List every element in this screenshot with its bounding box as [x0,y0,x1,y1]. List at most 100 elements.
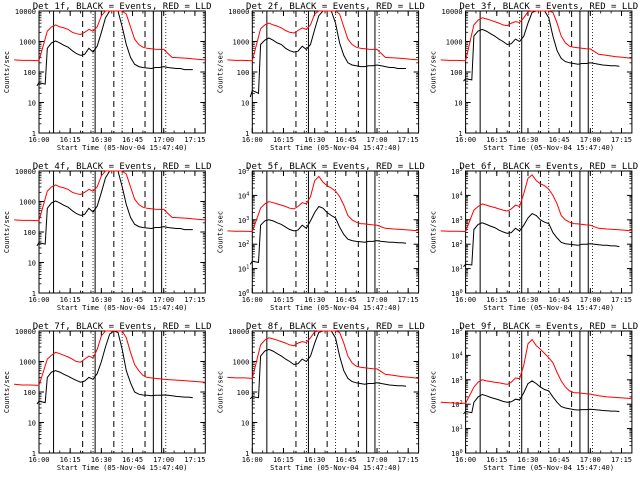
series-line-lld [227,175,419,233]
y-axis-label: Counts/sec [216,371,224,413]
y-tick-label: 100 [23,389,36,397]
y-axis-label: Counts/sec [430,51,438,93]
panel-title: Det 3f, BLACK = Events, RED = LLD [459,2,638,12]
x-tick-label: 16:45 [549,136,570,144]
x-axis-label: Start Time (05-Nov-04 15:47:40) [270,464,401,472]
x-axis-label: Start Time (05-Nov-04 15:47:40) [57,464,188,472]
y-axis-label: Counts/sec [430,211,438,253]
x-tick-label: 16:15 [60,136,81,144]
y-axis-label: Counts/sec [216,211,224,253]
x-tick-label: 16:30 [517,136,538,144]
series-line-lld [440,174,632,233]
x-tick-label: 17:00 [580,456,601,464]
x-tick-label: 17:15 [184,136,205,144]
y-tick-label: 103 [451,376,462,385]
series-line-events [249,10,407,98]
y-tick-label: 105 [451,327,462,336]
x-tick-label: 17:15 [398,136,419,144]
y-tick-label: 100 [237,69,250,77]
x-tick-label: 16:15 [273,456,294,464]
y-tick-label: 1000 [19,199,36,207]
y-axis-label: Counts/sec [216,51,224,93]
y-tick-label: 1 [458,130,462,138]
x-axis-label: Start Time (05-Nov-04 15:47:40) [270,144,401,152]
y-tick-label: 1000 [446,39,463,47]
x-tick-label: 17:00 [366,456,387,464]
x-tick-label: 16:00 [455,296,476,304]
panel-det-7: Det 7f, BLACK = Events, RED = LLD Counts/… [3,322,212,472]
y-axis-label: Counts/sec [3,211,11,253]
series-line-lld [14,330,206,386]
y-tick-label: 10000 [15,8,36,16]
y-tick-label: 10000 [228,8,249,16]
y-tick-label: 10 [454,100,462,108]
series-line-lld [440,10,632,62]
x-tick-label: 16:15 [486,136,507,144]
panel-det-2: Det 2f, BLACK = Events, RED = LLD Counts/… [216,2,425,152]
x-tick-label: 16:45 [122,456,143,464]
x-tick-label: 17:00 [366,136,387,144]
x-tick-label: 16:00 [455,456,476,464]
series-line-events [249,330,407,400]
x-tick-label: 16:15 [273,136,294,144]
y-tick-label: 10 [241,420,249,428]
y-tick-label: 1000 [19,359,36,367]
panel-det-3: Det 3f, BLACK = Events, RED = LLD Counts/… [430,2,639,152]
x-tick-label: 17:00 [153,456,174,464]
y-tick-label: 102 [451,400,462,409]
y-tick-label: 10000 [442,8,463,16]
y-tick-label: 1 [245,130,249,138]
series-line-events [36,10,193,87]
panel-det-8: Det 8f, BLACK = Events, RED = LLD Counts/… [216,322,425,472]
x-tick-label: 17:15 [398,296,419,304]
x-tick-label: 16:15 [60,456,81,464]
y-tick-label: 100 [237,389,250,397]
series-line-lld [227,330,419,379]
x-tick-label: 17:00 [580,296,601,304]
y-tick-label: 104 [238,191,249,200]
y-tick-label: 10000 [15,168,36,176]
x-tick-label: 17:00 [366,296,387,304]
panel-title: Det 1f, BLACK = Events, RED = LLD [33,2,212,12]
x-tick-label: 17:15 [184,296,205,304]
y-axis-label: Counts/sec [3,51,11,93]
panel-title: Det 6f, BLACK = Events, RED = LLD [459,162,638,172]
x-tick-label: 16:45 [122,136,143,144]
x-axis-label: Start Time (05-Nov-04 15:47:40) [483,144,614,152]
y-tick-label: 10000 [228,328,249,336]
x-tick-label: 16:30 [91,136,112,144]
y-tick-label: 105 [451,167,462,176]
y-tick-label: 10 [28,100,36,108]
panel-det-1: Det 1f, BLACK = Events, RED = LLD Counts/… [3,2,212,152]
x-axis-label: Start Time (05-Nov-04 15:47:40) [57,304,188,312]
x-tick-label: 17:15 [611,136,632,144]
x-tick-label: 17:00 [153,296,174,304]
y-axis-label: Counts/sec [430,371,438,413]
y-tick-label: 105 [238,167,249,176]
y-tick-label: 100 [238,289,249,298]
x-tick-label: 16:15 [60,296,81,304]
y-tick-label: 102 [451,240,462,249]
panel-title: Det 8f, BLACK = Events, RED = LLD [246,322,425,332]
y-tick-label: 100 [23,229,36,237]
series-line-events [36,170,193,247]
x-tick-label: 17:15 [398,456,419,464]
y-tick-label: 10000 [15,328,36,336]
series-line-events [36,330,193,405]
x-tick-label: 16:30 [91,296,112,304]
x-tick-label: 16:45 [335,296,356,304]
x-tick-label: 16:15 [486,456,507,464]
y-tick-label: 101 [451,425,462,434]
y-tick-label: 100 [450,69,463,77]
x-tick-label: 16:00 [28,456,49,464]
x-axis-label: Start Time (05-Nov-04 15:47:40) [483,464,614,472]
x-axis-label: Start Time (05-Nov-04 15:47:40) [57,144,188,152]
panel-det-6: Det 6f, BLACK = Events, RED = LLD Counts/… [430,162,639,312]
x-tick-label: 16:30 [91,456,112,464]
x-tick-label: 16:00 [242,136,263,144]
y-tick-label: 1 [245,450,249,458]
series-line-lld [227,10,419,62]
y-tick-label: 102 [238,240,249,249]
y-tick-label: 1 [32,450,36,458]
panel-det-9: Det 9f, BLACK = Events, RED = LLD Counts/… [430,322,639,472]
